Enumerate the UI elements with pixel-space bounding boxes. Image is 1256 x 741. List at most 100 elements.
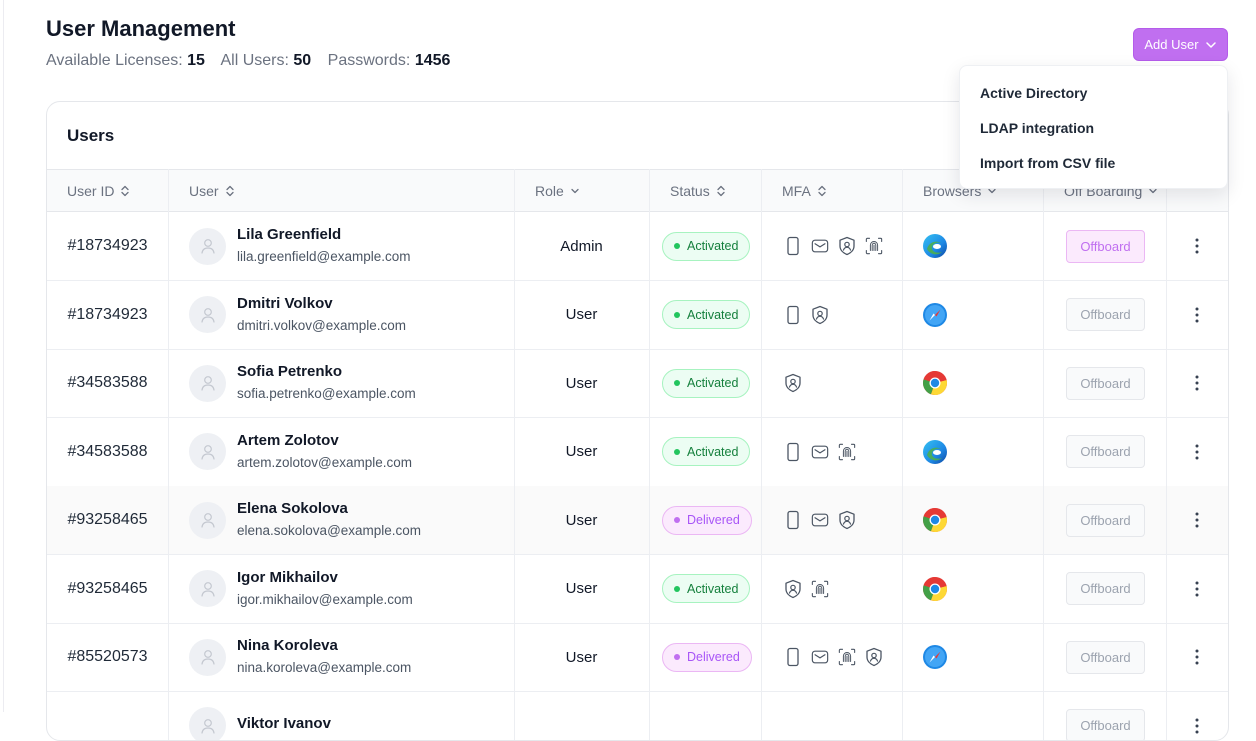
shield-user-icon <box>838 510 856 530</box>
table-row[interactable]: #34583588 Artem Zolotov artem.zolotov@ex… <box>47 418 1229 487</box>
menu-item-import-csv[interactable]: Import from CSV file <box>960 151 1227 186</box>
column-label: User <box>189 183 219 199</box>
more-options-icon[interactable] <box>1187 510 1207 530</box>
edge-icon <box>922 233 948 259</box>
browser-cell <box>922 418 948 486</box>
column-label: MFA <box>782 183 811 199</box>
status-cell: Activated <box>662 418 750 486</box>
table-row[interactable]: #18734923 Lila Greenfield lila.greenfiel… <box>47 212 1229 281</box>
offboard-button[interactable]: Offboard <box>1066 298 1145 331</box>
status-badge: Delivered <box>662 643 752 672</box>
shield-user-icon <box>838 236 856 256</box>
status-label: Activated <box>687 376 738 390</box>
status-cell: Activated <box>662 212 750 280</box>
avatar <box>189 228 226 265</box>
column-header-mfa[interactable]: MFA <box>782 170 827 211</box>
safari-icon <box>922 644 948 670</box>
offboarding-cell: Offboard <box>1066 623 1145 691</box>
mail-icon <box>811 442 829 462</box>
column-header-role[interactable]: Role <box>535 170 580 211</box>
mfa-cell <box>784 486 856 554</box>
offboard-button[interactable]: Offboard <box>1066 230 1145 263</box>
table-row[interactable]: #18734923 Dmitri Volkov dmitri.volkov@ex… <box>47 281 1229 350</box>
add-user-dropdown-menu: Active Directory LDAP integration Import… <box>959 65 1228 189</box>
user-name: Igor Mikhailov <box>237 569 413 587</box>
row-actions-cell <box>1187 623 1207 691</box>
shield-user-icon <box>784 579 802 599</box>
shield-user-icon <box>865 647 883 667</box>
avatar <box>189 433 226 470</box>
user-email: igor.mikhailov@example.com <box>237 591 413 609</box>
more-options-icon[interactable] <box>1187 236 1207 256</box>
browser-cell <box>922 281 948 349</box>
user-email: sofia.petrenko@example.com <box>237 385 416 403</box>
user-id: #18734923 <box>47 212 168 280</box>
status-badge: Activated <box>662 232 750 261</box>
column-divider <box>761 169 762 740</box>
offboard-button[interactable]: Offboard <box>1066 435 1145 468</box>
user-email: elena.sokolova@example.com <box>237 522 421 540</box>
table-row[interactable]: Viktor Ivanov Offboard <box>47 692 1229 741</box>
offboard-button[interactable]: Offboard <box>1066 504 1145 537</box>
row-actions-cell <box>1187 486 1207 554</box>
stats-bar: Available Licenses: 15 All Users: 50 Pas… <box>46 52 462 70</box>
user-email: nina.koroleva@example.com <box>237 659 411 677</box>
avatar <box>189 707 226 741</box>
status-cell: Activated <box>662 555 750 623</box>
user-role: Admin <box>514 212 649 280</box>
user-cell: Igor Mikhailov igor.mikhailov@example.co… <box>189 555 413 623</box>
table-row[interactable]: #34583588 Sofia Petrenko sofia.petrenko@… <box>47 349 1229 418</box>
page-edge-divider <box>3 0 4 712</box>
user-name: Lila Greenfield <box>237 226 411 244</box>
chrome-icon <box>922 370 948 396</box>
shield-user-icon <box>811 305 829 325</box>
status-badge: Activated <box>662 369 750 398</box>
table-row[interactable]: #85520573 Nina Koroleva nina.koroleva@ex… <box>47 623 1229 692</box>
offboard-button[interactable]: Offboard <box>1066 572 1145 605</box>
user-cell: Elena Sokolova elena.sokolova@example.co… <box>189 486 421 554</box>
user-role: User <box>514 281 649 349</box>
more-options-icon[interactable] <box>1187 716 1207 736</box>
sort-icon <box>120 185 130 197</box>
user-name: Elena Sokolova <box>237 500 421 518</box>
column-header-user[interactable]: User <box>189 170 235 211</box>
table-row[interactable]: #93258465 Elena Sokolova elena.sokolova@… <box>47 486 1229 555</box>
menu-item-ldap-integration[interactable]: LDAP integration <box>960 116 1227 151</box>
user-id: #34583588 <box>47 418 168 486</box>
status-dot <box>674 380 680 386</box>
mfa-cell <box>784 418 856 486</box>
more-options-icon[interactable] <box>1187 305 1207 325</box>
offboarding-cell: Offboard <box>1066 692 1145 741</box>
offboard-button[interactable]: Offboard <box>1066 709 1145 741</box>
column-label: Role <box>535 183 564 199</box>
browser-cell <box>922 349 948 417</box>
column-divider <box>1043 169 1044 740</box>
column-label: Status <box>670 183 710 199</box>
row-actions-cell <box>1187 349 1207 417</box>
user-role: User <box>514 349 649 417</box>
fingerprint-icon <box>811 579 829 599</box>
column-header-status[interactable]: Status <box>670 170 726 211</box>
more-options-icon[interactable] <box>1187 579 1207 599</box>
status-cell: Delivered <box>662 486 752 554</box>
stat-passwords: Passwords: 1456 <box>328 52 451 69</box>
add-user-button[interactable]: Add User <box>1133 28 1228 61</box>
user-name: Viktor Ivanov <box>237 715 331 733</box>
row-actions-cell <box>1187 555 1207 623</box>
more-options-icon[interactable] <box>1187 373 1207 393</box>
phone-icon <box>784 647 802 667</box>
offboard-button[interactable]: Offboard <box>1066 367 1145 400</box>
mfa-cell <box>784 555 829 623</box>
mfa-cell <box>784 281 829 349</box>
status-dot <box>674 654 680 660</box>
more-options-icon[interactable] <box>1187 442 1207 462</box>
offboarding-cell: Offboard <box>1066 486 1145 554</box>
chevron-down-icon <box>1205 39 1217 51</box>
offboard-button[interactable]: Offboard <box>1066 641 1145 674</box>
column-header-user-id[interactable]: User ID <box>67 170 130 211</box>
status-label: Delivered <box>687 650 740 664</box>
table-row[interactable]: #93258465 Igor Mikhailov igor.mikhailov@… <box>47 555 1229 624</box>
menu-item-active-directory[interactable]: Active Directory <box>960 81 1227 116</box>
user-role: User <box>514 486 649 554</box>
more-options-icon[interactable] <box>1187 647 1207 667</box>
